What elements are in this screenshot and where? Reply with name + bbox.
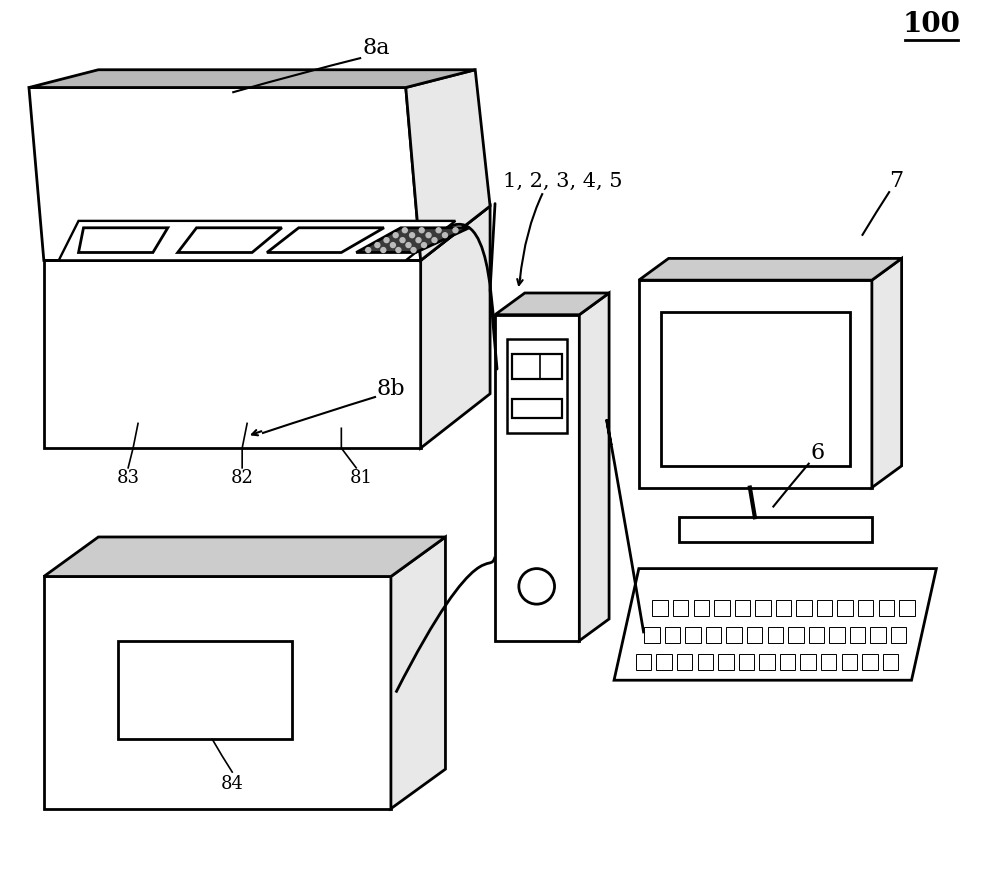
Text: 81: 81 xyxy=(350,468,373,487)
Bar xyxy=(718,653,734,670)
Polygon shape xyxy=(59,221,455,260)
Polygon shape xyxy=(178,228,282,253)
Text: 8a: 8a xyxy=(362,37,390,59)
Bar xyxy=(661,311,850,466)
Circle shape xyxy=(400,238,405,243)
Polygon shape xyxy=(639,280,872,488)
Circle shape xyxy=(426,232,431,238)
Bar xyxy=(817,600,832,617)
Polygon shape xyxy=(44,537,445,576)
Polygon shape xyxy=(579,293,609,641)
Circle shape xyxy=(453,228,458,232)
Bar xyxy=(698,653,713,670)
Polygon shape xyxy=(639,259,902,280)
Bar xyxy=(694,600,709,617)
Bar xyxy=(768,626,783,644)
Circle shape xyxy=(390,243,395,247)
Polygon shape xyxy=(44,206,490,260)
Circle shape xyxy=(411,247,416,253)
Bar xyxy=(755,600,771,617)
Bar xyxy=(739,653,754,670)
Text: 1, 2, 3, 4, 5: 1, 2, 3, 4, 5 xyxy=(503,172,622,191)
Circle shape xyxy=(419,228,424,232)
Bar xyxy=(652,600,668,617)
Circle shape xyxy=(432,238,437,243)
Polygon shape xyxy=(421,206,490,448)
Polygon shape xyxy=(391,537,445,809)
Bar xyxy=(714,600,730,617)
Bar xyxy=(821,653,836,670)
Bar xyxy=(776,600,791,617)
Bar xyxy=(850,626,865,644)
Bar xyxy=(891,626,906,644)
Circle shape xyxy=(384,238,389,243)
Circle shape xyxy=(410,232,415,238)
Bar xyxy=(780,653,795,670)
Circle shape xyxy=(366,247,371,253)
Bar xyxy=(842,653,857,670)
Polygon shape xyxy=(44,260,421,448)
Bar xyxy=(636,653,651,670)
Circle shape xyxy=(406,243,411,247)
Bar xyxy=(747,626,762,644)
Bar xyxy=(706,626,721,644)
Bar xyxy=(788,626,804,644)
Polygon shape xyxy=(406,70,490,260)
Polygon shape xyxy=(44,576,391,809)
Text: 7: 7 xyxy=(890,170,904,192)
Bar xyxy=(862,653,878,670)
Bar xyxy=(899,600,915,617)
Text: 84: 84 xyxy=(221,775,244,793)
Bar xyxy=(883,653,898,670)
Bar xyxy=(800,653,816,670)
Bar xyxy=(679,517,872,542)
Polygon shape xyxy=(872,259,902,488)
Polygon shape xyxy=(29,70,475,88)
Bar xyxy=(656,653,672,670)
Polygon shape xyxy=(614,568,936,681)
Circle shape xyxy=(436,228,441,232)
Bar xyxy=(829,626,845,644)
Bar xyxy=(512,354,562,379)
Circle shape xyxy=(416,238,421,243)
Polygon shape xyxy=(356,228,469,253)
Polygon shape xyxy=(267,228,384,253)
Text: 83: 83 xyxy=(117,468,140,487)
Bar xyxy=(118,641,292,739)
Bar xyxy=(495,315,579,641)
Bar xyxy=(685,626,701,644)
Circle shape xyxy=(381,247,386,253)
Circle shape xyxy=(375,243,380,247)
Bar xyxy=(512,399,562,418)
Bar xyxy=(796,600,812,617)
Polygon shape xyxy=(29,88,421,260)
Bar xyxy=(665,626,680,644)
Bar xyxy=(858,600,873,617)
Bar xyxy=(837,600,853,617)
Bar xyxy=(677,653,692,670)
Bar xyxy=(726,626,742,644)
Polygon shape xyxy=(79,228,168,253)
Bar xyxy=(673,600,688,617)
Text: 8b: 8b xyxy=(377,378,405,400)
Bar xyxy=(879,600,894,617)
Bar xyxy=(644,626,660,644)
Circle shape xyxy=(422,243,426,247)
Text: 82: 82 xyxy=(231,468,254,487)
Polygon shape xyxy=(495,293,609,315)
Bar xyxy=(735,600,750,617)
Circle shape xyxy=(393,232,398,238)
Bar xyxy=(870,626,886,644)
Text: 100: 100 xyxy=(902,11,960,38)
Circle shape xyxy=(396,247,401,253)
Bar xyxy=(759,653,775,670)
Circle shape xyxy=(442,232,447,238)
Text: 6: 6 xyxy=(810,442,824,464)
Bar xyxy=(507,339,567,433)
Circle shape xyxy=(402,228,407,232)
Bar xyxy=(809,626,824,644)
